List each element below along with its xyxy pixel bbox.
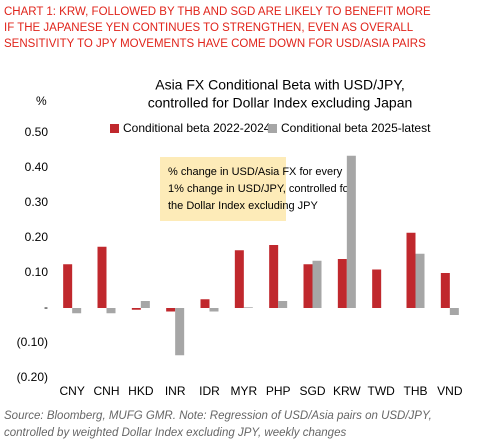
annotation-box xyxy=(160,157,286,221)
x-tick-label: CNY xyxy=(59,384,84,398)
bar xyxy=(406,232,416,308)
bar xyxy=(346,155,356,308)
x-tick-label: CNH xyxy=(94,384,120,398)
bar xyxy=(415,253,425,308)
bar xyxy=(440,273,450,308)
x-tick-label: IDR xyxy=(199,384,220,398)
y-tick-label: 0.10 xyxy=(25,265,49,279)
y-tick-label: 0.20 xyxy=(25,230,49,244)
chart-title: Asia FX Conditional Beta with USD/JPY, xyxy=(155,77,405,93)
bar xyxy=(209,308,219,312)
bar xyxy=(175,308,185,356)
x-tick-label: SGD xyxy=(299,384,325,398)
y-axis-label: % xyxy=(36,94,47,108)
bar xyxy=(63,264,73,308)
y-tick-label: (0.10) xyxy=(17,335,48,349)
bar xyxy=(72,308,82,314)
chart-title: controlled for Dollar Index excluding Ja… xyxy=(148,95,413,111)
bar xyxy=(97,246,107,308)
bar xyxy=(337,259,347,308)
x-tick-label: HKD xyxy=(128,384,154,398)
legend-label: Conditional beta 2025-latest xyxy=(281,121,431,135)
bar xyxy=(200,299,210,308)
x-tick-label: MYR xyxy=(230,384,257,398)
annotation: % change in USD/Asia FX for every xyxy=(168,166,343,178)
x-tick-label: PHP xyxy=(266,384,291,398)
source: Source: Bloomberg, MUFG GMR. Note: Regre… xyxy=(4,410,432,422)
bar xyxy=(303,264,313,308)
legend-label: Conditional beta 2022-2024 xyxy=(123,121,271,135)
bar xyxy=(131,308,141,310)
bar xyxy=(243,307,253,308)
bar xyxy=(234,250,244,308)
x-tick-label: INR xyxy=(165,384,186,398)
annotation: the Dollar Index excluding JPY xyxy=(168,200,318,212)
annotation: 1% change in USD/JPY, controlled for xyxy=(168,183,353,195)
legend-swatch xyxy=(110,124,119,133)
bar xyxy=(278,301,288,308)
bar xyxy=(312,260,322,308)
bar xyxy=(269,245,279,308)
bar xyxy=(449,308,459,315)
bar xyxy=(106,308,116,314)
bar xyxy=(166,308,176,312)
y-tick-label: (0.20) xyxy=(17,370,48,384)
source: controlled by weighted Dollar Index excl… xyxy=(4,427,346,439)
legend-swatch xyxy=(268,124,277,133)
bar xyxy=(372,269,382,308)
x-tick-label: THB xyxy=(404,384,428,398)
bar xyxy=(140,301,150,308)
y-tick-label: 0.30 xyxy=(25,195,49,209)
y-tick-label: 0.50 xyxy=(25,125,49,139)
header-line: SENSITIVITY TO JPY MOVEMENTS HAVE COME D… xyxy=(4,38,426,50)
y-tick-label: 0.40 xyxy=(25,160,49,174)
x-tick-label: VND xyxy=(437,384,463,398)
x-tick-label: TWD xyxy=(368,384,396,398)
y-tick-label: - xyxy=(44,300,48,314)
header-line: CHART 1: KRW, FOLLOWED BY THB AND SGD AR… xyxy=(4,6,431,18)
header-line: IF THE JAPANESE YEN CONTINUES TO STRENGT… xyxy=(4,22,414,34)
x-tick-label: KRW xyxy=(333,384,361,398)
